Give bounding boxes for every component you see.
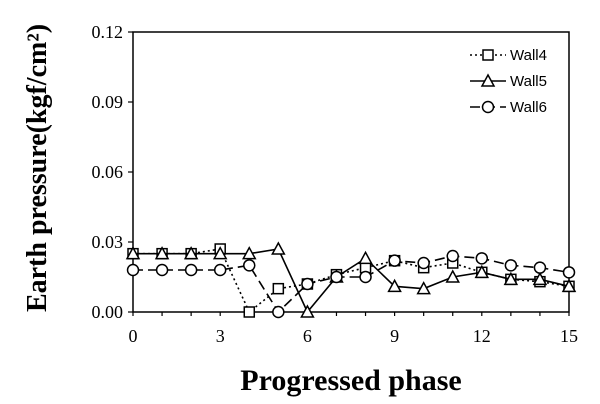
y-tick-label: 0.03 <box>92 232 124 252</box>
legend-label-wall4: Wall4 <box>510 47 547 64</box>
y-axis-title: Earth pressure(kgf/cm²) <box>22 24 53 312</box>
data-point-wall6 <box>272 305 285 319</box>
y-axis: 0.00 0.03 0.06 0.09 0.12 <box>92 22 133 322</box>
series-line-wall6 <box>133 255 570 314</box>
series-wall5 <box>125 241 577 318</box>
series-layer <box>125 241 577 319</box>
data-point-wall5 <box>561 278 577 293</box>
x-axis: 0 3 6 9 12 15 <box>129 312 578 346</box>
data-point-wall6 <box>359 270 372 284</box>
data-point-wall5 <box>532 271 548 286</box>
data-point-wall5 <box>271 241 286 255</box>
x-tick-label: 15 <box>560 326 578 346</box>
data-point-wall6 <box>126 263 140 277</box>
legend-marker-wall6 <box>481 100 495 114</box>
data-point-wall6 <box>213 263 227 277</box>
data-point-wall6 <box>155 263 169 277</box>
data-point-wall5 <box>416 281 431 295</box>
data-point-wall6 <box>533 261 547 274</box>
data-point-wall5 <box>300 304 315 318</box>
series-line-wall5 <box>133 248 570 314</box>
data-point-wall5 <box>358 250 373 265</box>
data-point-wall5 <box>212 246 228 260</box>
legend-label-wall6: Wall6 <box>510 99 547 116</box>
data-point-wall6 <box>184 263 198 277</box>
data-point-wall6 <box>301 277 314 291</box>
x-tick-label: 3 <box>216 326 225 346</box>
legend: Wall4 Wall5 Wall6 <box>462 40 562 126</box>
data-point-wall6 <box>330 270 343 284</box>
series-wall6 <box>126 249 576 319</box>
data-point-wall6 <box>243 259 256 272</box>
legend-box <box>462 40 562 126</box>
data-point-wall5 <box>125 246 141 260</box>
data-point-wall6 <box>417 256 430 270</box>
legend-marker-wall4 <box>482 49 494 61</box>
data-point-wall5 <box>445 269 460 283</box>
data-point-wall6 <box>446 249 459 263</box>
x-tick-label: 9 <box>390 326 399 346</box>
y-tick-label: 0.09 <box>92 92 124 112</box>
legend-marker-wall5 <box>480 73 496 87</box>
x-axis-title: Progressed phase <box>240 364 461 397</box>
x-tick-label: 6 <box>303 326 312 346</box>
data-point-wall5 <box>242 246 257 260</box>
data-point-wall4 <box>272 282 285 295</box>
y-tick-label: 0.00 <box>92 302 124 322</box>
legend-label-wall5: Wall5 <box>510 73 547 90</box>
data-point-wall6 <box>562 266 576 279</box>
data-point-wall5 <box>183 246 199 260</box>
data-point-wall4 <box>243 306 256 318</box>
data-point-wall6 <box>504 259 518 272</box>
data-point-wall6 <box>388 254 401 267</box>
data-point-wall5 <box>154 246 170 260</box>
data-point-wall6 <box>475 252 489 265</box>
y-tick-label: 0.06 <box>92 162 124 182</box>
data-point-wall5 <box>474 264 490 279</box>
x-tick-label: 12 <box>473 326 491 346</box>
x-tick-label: 0 <box>129 326 138 346</box>
data-point-wall5 <box>387 278 402 293</box>
data-point-wall5 <box>503 271 519 286</box>
y-tick-label: 0.12 <box>92 22 124 42</box>
